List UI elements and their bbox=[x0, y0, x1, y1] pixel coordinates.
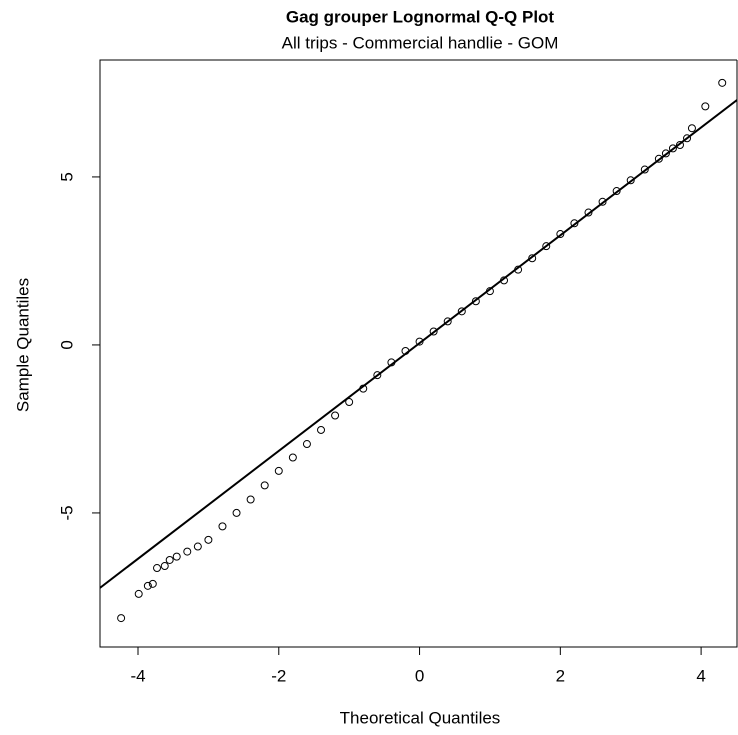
x-tick-label: 2 bbox=[556, 666, 565, 685]
y-tick-label: -5 bbox=[57, 505, 76, 520]
data-point bbox=[514, 265, 523, 274]
data-point bbox=[172, 552, 181, 561]
reference-line bbox=[100, 99, 737, 589]
y-tick-label: 5 bbox=[57, 172, 76, 181]
data-point bbox=[528, 254, 537, 263]
y-axis-label: Sample Quantiles bbox=[13, 278, 32, 412]
data-point bbox=[288, 453, 297, 462]
data-point bbox=[701, 102, 710, 111]
data-point bbox=[640, 165, 649, 174]
data-point bbox=[443, 317, 452, 326]
x-tick-label: -2 bbox=[271, 666, 286, 685]
data-point bbox=[260, 481, 269, 490]
data-point bbox=[687, 124, 696, 133]
data-point bbox=[302, 440, 311, 449]
data-point bbox=[148, 579, 157, 588]
data-point bbox=[415, 337, 424, 346]
data-point bbox=[570, 219, 579, 228]
data-point bbox=[232, 508, 241, 517]
data-point bbox=[160, 562, 169, 571]
data-point bbox=[668, 144, 677, 153]
data-point bbox=[457, 307, 466, 316]
data-point bbox=[165, 555, 174, 564]
data-point bbox=[401, 346, 410, 355]
plot-frame bbox=[99, 59, 738, 648]
data-point bbox=[387, 358, 396, 367]
data-point bbox=[193, 542, 202, 551]
data-point bbox=[500, 276, 509, 285]
data-point bbox=[345, 398, 354, 407]
data-point bbox=[183, 547, 192, 556]
data-point bbox=[117, 614, 126, 623]
data-point bbox=[331, 411, 340, 420]
data-point bbox=[542, 242, 551, 251]
y-tick-label: 0 bbox=[57, 340, 76, 349]
data-point bbox=[556, 230, 565, 239]
data-point bbox=[598, 197, 607, 206]
data-point bbox=[274, 466, 283, 475]
data-point bbox=[359, 384, 368, 393]
data-point bbox=[683, 134, 692, 143]
data-point bbox=[373, 371, 382, 380]
data-point bbox=[718, 78, 727, 87]
data-point bbox=[134, 589, 143, 598]
data-point bbox=[584, 208, 593, 217]
data-point bbox=[661, 149, 670, 158]
data-point bbox=[317, 425, 326, 434]
data-point bbox=[204, 535, 213, 544]
data-point bbox=[654, 154, 663, 163]
data-point bbox=[143, 581, 152, 590]
data-point bbox=[429, 327, 438, 336]
data-point bbox=[471, 297, 480, 306]
data-point bbox=[218, 522, 227, 531]
data-point bbox=[675, 141, 684, 150]
x-axis-label: Theoretical Quantiles bbox=[340, 708, 501, 727]
chart-title: Gag grouper Lognormal Q-Q Plot bbox=[286, 7, 555, 26]
chart-subtitle: All trips - Commercial handlie - GOM bbox=[282, 33, 559, 52]
data-point bbox=[485, 287, 494, 296]
data-point bbox=[153, 564, 162, 573]
data-point bbox=[246, 495, 255, 504]
x-tick-label: -4 bbox=[130, 666, 145, 685]
x-tick-label: 0 bbox=[415, 666, 424, 685]
x-tick-label: 4 bbox=[696, 666, 705, 685]
data-point bbox=[626, 176, 635, 185]
data-point bbox=[612, 187, 621, 196]
